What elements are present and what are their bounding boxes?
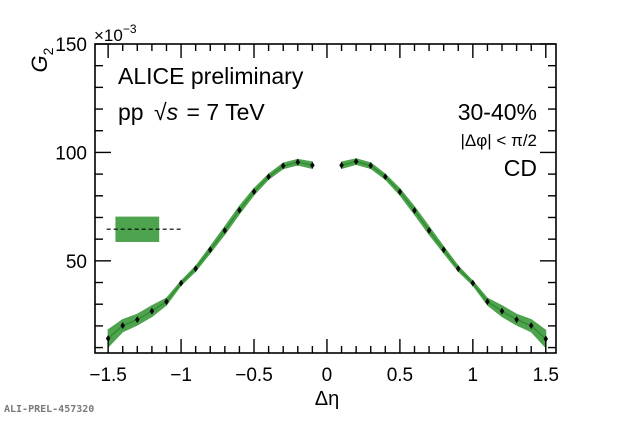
data-point [499, 307, 505, 315]
data-point [266, 173, 271, 181]
data-point [368, 162, 374, 170]
y-axis-label-subscript: 2 [40, 47, 56, 55]
uncertainty-bands [107, 158, 547, 349]
data-point [222, 226, 228, 234]
data-point [441, 246, 446, 254]
component-label: CD [504, 155, 537, 181]
data-point [339, 161, 344, 169]
y-axis-label: G2 [27, 47, 56, 72]
dphi-cut-label: |Δφ| < π/2 [461, 131, 538, 150]
sqrt-s: √s [154, 99, 179, 125]
experiment-label: ALICE preliminary [118, 63, 304, 89]
x-tick-label: −0.5 [235, 365, 273, 386]
data-point [280, 162, 286, 170]
y-multiplier-exponent: −3 [123, 22, 137, 36]
data-point [164, 298, 169, 306]
data-point [149, 307, 155, 315]
data-point [105, 334, 111, 342]
data-points [105, 158, 549, 343]
energy-label: = 7 TeV [187, 99, 266, 125]
data-point [295, 158, 301, 166]
plot-frame [94, 43, 557, 354]
data-point [397, 188, 403, 196]
data-point [353, 158, 359, 166]
y-multiplier: ×10−3 [94, 22, 137, 45]
centrality-label: 30-40% [458, 99, 537, 125]
data-point [383, 173, 388, 181]
x-tick-label: 1.5 [533, 365, 559, 386]
x-tick-label: 1 [468, 365, 479, 386]
data-point [514, 316, 519, 324]
y-multiplier-base: ×10 [94, 26, 123, 45]
reference-box-group [106, 216, 182, 242]
x-axis-ticks: −1.5 −1 −0.5 0 0.5 1 1.5 [89, 44, 559, 386]
system-prefix: pp [118, 99, 144, 125]
x-tick-label: 0.5 [387, 365, 413, 386]
data-point [135, 316, 140, 324]
data-point [237, 206, 242, 214]
data-point [543, 335, 549, 343]
y-tick-label: 150 [55, 35, 87, 56]
x-tick-label: 0 [322, 365, 333, 386]
figure-id: ALI-PREL-457320 [4, 404, 95, 415]
data-point [528, 322, 534, 330]
data-point [178, 279, 184, 287]
data-point [251, 188, 257, 196]
data-point [310, 161, 315, 169]
y-tick-label: 50 [66, 252, 87, 273]
data-point [120, 322, 126, 330]
data-point [485, 298, 490, 306]
x-tick-label: −1 [170, 365, 192, 386]
data-point [455, 265, 461, 273]
y-axis-label-main: G [27, 55, 52, 72]
data-point [207, 246, 213, 254]
collision-system-label: pp √s = 7 TeV [118, 99, 265, 125]
data-point [426, 226, 432, 234]
y-axis-ticks: 50 100 150 [55, 35, 556, 349]
x-tick-label: −1.5 [89, 365, 127, 386]
y-tick-label: 100 [55, 143, 87, 164]
x-axis-label: Δη [315, 388, 339, 410]
data-point [470, 279, 476, 287]
data-point [412, 207, 417, 215]
data-point [193, 265, 198, 273]
